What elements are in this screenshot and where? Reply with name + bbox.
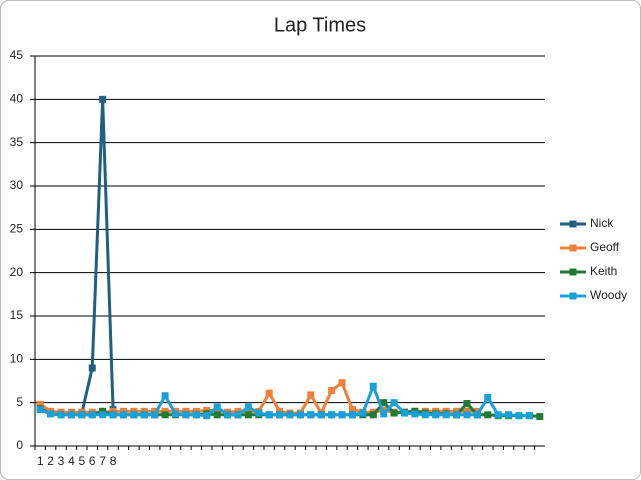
point-marker (36, 406, 44, 414)
point-marker (265, 411, 273, 419)
point-marker (109, 411, 117, 419)
point-marker (411, 410, 419, 418)
point-marker (307, 411, 315, 419)
point-marker (224, 411, 232, 419)
point-marker (390, 399, 398, 407)
point-marker (400, 409, 408, 417)
point-marker (484, 411, 492, 419)
point-marker (463, 411, 471, 419)
x-tick-label: 8 (110, 454, 117, 468)
point-marker (99, 95, 107, 103)
y-tick-label: 45 (10, 48, 24, 62)
point-marker (348, 406, 356, 414)
x-tick-label: 1 (37, 454, 44, 468)
y-tick-label: 10 (10, 352, 24, 366)
point-marker (286, 411, 294, 419)
point-marker (78, 411, 86, 419)
point-marker (182, 411, 190, 419)
point-marker (130, 411, 138, 419)
point-marker (119, 411, 127, 419)
point-marker (328, 411, 336, 419)
chart-title: Lap Times (274, 14, 366, 36)
point-marker (463, 400, 471, 408)
point-marker (151, 411, 159, 419)
point-marker (453, 411, 461, 419)
point-marker (432, 411, 440, 419)
legend-marker (569, 244, 577, 252)
point-marker (380, 399, 388, 407)
x-tick-label: 2 (47, 454, 54, 468)
y-tick-label: 0 (16, 438, 23, 452)
point-marker (265, 389, 273, 397)
legend-label: Geoff (590, 240, 620, 254)
x-tick-label: 3 (58, 454, 65, 468)
legend-marker (569, 268, 577, 276)
point-marker (317, 411, 325, 419)
point-marker (203, 412, 211, 420)
point-marker (484, 393, 492, 401)
point-marker (328, 387, 336, 395)
point-marker (536, 413, 544, 421)
y-tick-label: 20 (10, 265, 24, 279)
x-tick-label: 5 (78, 454, 85, 468)
point-marker (140, 411, 148, 419)
point-marker (88, 364, 96, 372)
legend-label: Woody (590, 288, 627, 302)
point-marker (442, 411, 450, 419)
x-tick-label: 7 (99, 454, 106, 468)
point-marker (307, 391, 315, 399)
point-marker (161, 411, 169, 419)
point-marker (359, 409, 367, 417)
y-tick-label: 40 (10, 92, 24, 106)
point-marker (192, 411, 200, 419)
point-marker (57, 411, 65, 419)
y-tick-label: 15 (10, 308, 24, 322)
y-tick-label: 5 (16, 395, 23, 409)
legend-label: Keith (590, 264, 617, 278)
point-marker (172, 410, 180, 418)
point-marker (380, 410, 388, 418)
point-marker (213, 411, 221, 419)
x-tick-label: 6 (89, 454, 96, 468)
point-marker (244, 403, 252, 411)
point-marker (88, 411, 96, 419)
point-marker (369, 411, 377, 419)
x-tick-label: 4 (68, 454, 75, 468)
point-marker (296, 411, 304, 419)
point-marker (494, 411, 502, 419)
legend-marker (569, 220, 577, 228)
point-marker (67, 411, 75, 419)
point-marker (47, 410, 55, 418)
point-marker (99, 411, 107, 419)
y-tick-label: 30 (10, 178, 24, 192)
point-marker (234, 411, 242, 419)
point-marker (390, 409, 398, 417)
point-marker (515, 412, 523, 420)
point-marker (255, 409, 263, 417)
point-marker (276, 411, 284, 419)
point-marker (213, 403, 221, 411)
point-marker (505, 411, 513, 419)
point-marker (473, 411, 481, 419)
point-marker (244, 411, 252, 419)
point-marker (338, 411, 346, 419)
point-marker (338, 379, 346, 387)
point-marker (369, 382, 377, 390)
legend-label: Nick (590, 216, 614, 230)
point-marker (525, 412, 533, 420)
point-marker (161, 392, 169, 400)
y-tick-label: 25 (10, 222, 24, 236)
point-marker (421, 411, 429, 419)
point-marker (36, 400, 44, 408)
y-tick-label: 35 (10, 135, 24, 149)
point-marker (348, 411, 356, 419)
legend-marker (569, 292, 577, 300)
